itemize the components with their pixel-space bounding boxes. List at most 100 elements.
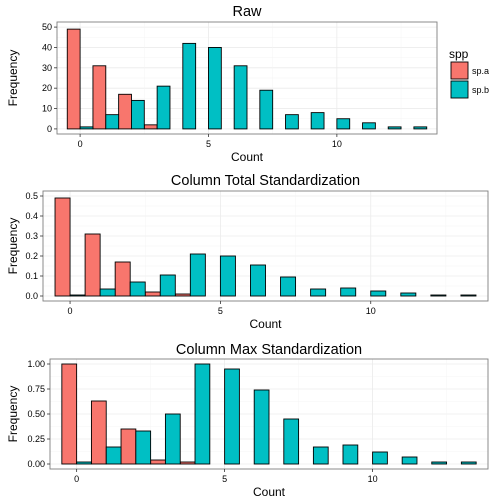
bar-spb-x8 xyxy=(312,446,329,465)
legend-swatch-spa xyxy=(450,61,469,80)
bar-spb-x7 xyxy=(280,276,297,297)
bar-spb-x0 xyxy=(69,294,86,297)
y-tick-label: 10 xyxy=(42,104,52,114)
bar-spb-x10 xyxy=(372,451,388,465)
bar-spa-x3 xyxy=(143,124,158,130)
bar-spb-x5 xyxy=(224,368,240,465)
bar-spb-x3 xyxy=(156,85,171,130)
bar-spb-x13 xyxy=(413,126,428,130)
bar-spb-x4 xyxy=(182,42,197,130)
bar-spb-x6 xyxy=(250,264,266,297)
bar-spa-x3 xyxy=(144,291,161,297)
y-tick-label: 0.00 xyxy=(27,459,45,469)
bar-spa-x0 xyxy=(61,363,78,465)
chart-panel-2: Column Total Standardization 0.0 0.1 0.2 0.3… xyxy=(6,173,489,331)
bar-spb-x1 xyxy=(105,114,120,130)
bar-spb-x1 xyxy=(105,446,122,465)
y-tick-label: 0.5 xyxy=(25,191,38,201)
bar-spb-x3 xyxy=(159,274,176,297)
x-tick-label: 5 xyxy=(206,139,211,149)
legend-label-spb: sp.b xyxy=(472,85,489,95)
bar-spb-x9 xyxy=(340,287,357,297)
bar-spb-x8 xyxy=(285,114,299,130)
bar-spb-x0 xyxy=(76,461,92,465)
y-tick-label: 0.0 xyxy=(25,291,38,301)
y-tick-label: 0.3 xyxy=(25,231,38,241)
bar-spa-x4 xyxy=(174,293,191,297)
bar-spa-x1 xyxy=(84,233,101,297)
x-tick-label: 0 xyxy=(68,306,73,316)
bar-spa-x0 xyxy=(66,28,81,130)
y-tick-label: 1.00 xyxy=(27,359,45,369)
bar-spb-x5 xyxy=(208,47,222,130)
x-tick-label: 10 xyxy=(368,474,378,484)
y-tick-label: 0.4 xyxy=(25,211,38,221)
bar-spb-x11 xyxy=(400,292,417,297)
x-tick-label: 10 xyxy=(332,139,342,149)
x-axis-title: Count xyxy=(249,317,282,331)
y-tick-label: 50 xyxy=(42,22,52,32)
bar-spb-x7 xyxy=(259,89,274,130)
x-axis-title: Count xyxy=(231,150,264,164)
bar-spb-x12 xyxy=(430,294,447,297)
bar-spb-x3 xyxy=(164,413,181,465)
y-tick-label: 0.2 xyxy=(25,251,38,261)
y-tick-label: 40 xyxy=(42,42,52,52)
legend-label-spa: sp.a xyxy=(472,66,489,76)
y-tick-label: 30 xyxy=(42,63,52,73)
bar-spa-x0 xyxy=(54,197,71,297)
bar-spb-x9 xyxy=(342,444,359,465)
bar-spb-x10 xyxy=(336,118,351,130)
bar-spb-x8 xyxy=(310,288,327,297)
bar-spa-x4 xyxy=(179,461,196,465)
y-tick-label: 0.1 xyxy=(25,271,38,281)
y-axis-title: Frequency xyxy=(6,386,20,443)
bar-spb-x4 xyxy=(189,253,206,297)
bar-spa-x1 xyxy=(92,65,107,130)
bar-spa-x2 xyxy=(120,428,137,465)
panel-border xyxy=(42,190,489,302)
x-tick-label: 5 xyxy=(222,474,227,484)
chart-panel-1: Raw 0 10 20 30 40 50 0 5 10 Count Frequency xyxy=(6,4,438,164)
bar-spb-x11 xyxy=(362,122,376,130)
legend-title: spp xyxy=(449,47,469,61)
bar-spb-x12 xyxy=(431,461,448,465)
bar-spb-x2 xyxy=(131,99,145,130)
y-tick-label: 0.25 xyxy=(27,434,45,444)
chart-title: Raw xyxy=(232,4,262,20)
y-tick-label: 20 xyxy=(42,83,52,93)
x-tick-label: 5 xyxy=(218,306,223,316)
bar-spb-x13 xyxy=(460,461,477,465)
x-axis-title: Count xyxy=(253,485,286,499)
bar-spb-x5 xyxy=(219,255,236,297)
chart-panel-3: Column Max Standardization 0.00 0.25 0.50 0.… xyxy=(6,342,489,499)
bar-spa-x2 xyxy=(114,261,131,297)
bar-spb-x1 xyxy=(99,288,116,297)
bar-spa-x1 xyxy=(90,400,107,465)
bar-spb-x11 xyxy=(401,456,418,465)
bar-spb-x4 xyxy=(194,363,211,465)
bar-spb-x9 xyxy=(310,112,325,130)
y-tick-label: 0 xyxy=(47,124,52,134)
bar-spb-x0 xyxy=(79,126,94,130)
x-tick-label: 10 xyxy=(366,306,376,316)
bar-spa-x3 xyxy=(150,459,166,465)
bar-spb-x2 xyxy=(129,281,146,297)
y-tick-label: 0.50 xyxy=(27,409,45,419)
chart-title: Column Total Standardization xyxy=(171,173,360,189)
x-tick-label: 0 xyxy=(74,474,79,484)
y-axis-title: Frequency xyxy=(6,218,20,275)
legend-swatch-spb xyxy=(450,80,469,99)
panel-border xyxy=(56,21,438,135)
bar-spb-x13 xyxy=(460,294,477,297)
y-axis-title: Frequency xyxy=(6,50,20,107)
bar-spb-x6 xyxy=(233,65,248,130)
bar-spa-x2 xyxy=(118,93,132,130)
bar-spb-x7 xyxy=(283,418,300,465)
x-tick-label: 0 xyxy=(78,139,83,149)
bar-spb-x10 xyxy=(370,290,387,297)
bar-spb-x12 xyxy=(387,126,402,130)
bar-spb-x2 xyxy=(135,430,152,465)
